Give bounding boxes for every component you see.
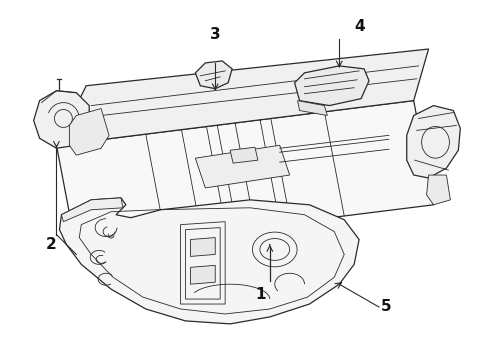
- Polygon shape: [297, 100, 327, 116]
- Polygon shape: [34, 91, 89, 148]
- Polygon shape: [196, 61, 232, 89]
- Text: 4: 4: [354, 19, 365, 34]
- Text: 3: 3: [210, 27, 221, 42]
- Text: 1: 1: [255, 287, 266, 302]
- Polygon shape: [294, 66, 369, 105]
- Polygon shape: [427, 175, 450, 205]
- Polygon shape: [230, 147, 258, 163]
- Polygon shape: [407, 105, 460, 178]
- Polygon shape: [191, 265, 215, 284]
- Polygon shape: [70, 109, 109, 155]
- Polygon shape: [61, 198, 123, 222]
- Polygon shape: [56, 49, 429, 145]
- Text: 2: 2: [46, 238, 56, 252]
- Polygon shape: [59, 198, 359, 324]
- Polygon shape: [196, 145, 290, 188]
- Polygon shape: [191, 238, 215, 256]
- Text: 5: 5: [381, 299, 392, 314]
- Polygon shape: [56, 100, 434, 249]
